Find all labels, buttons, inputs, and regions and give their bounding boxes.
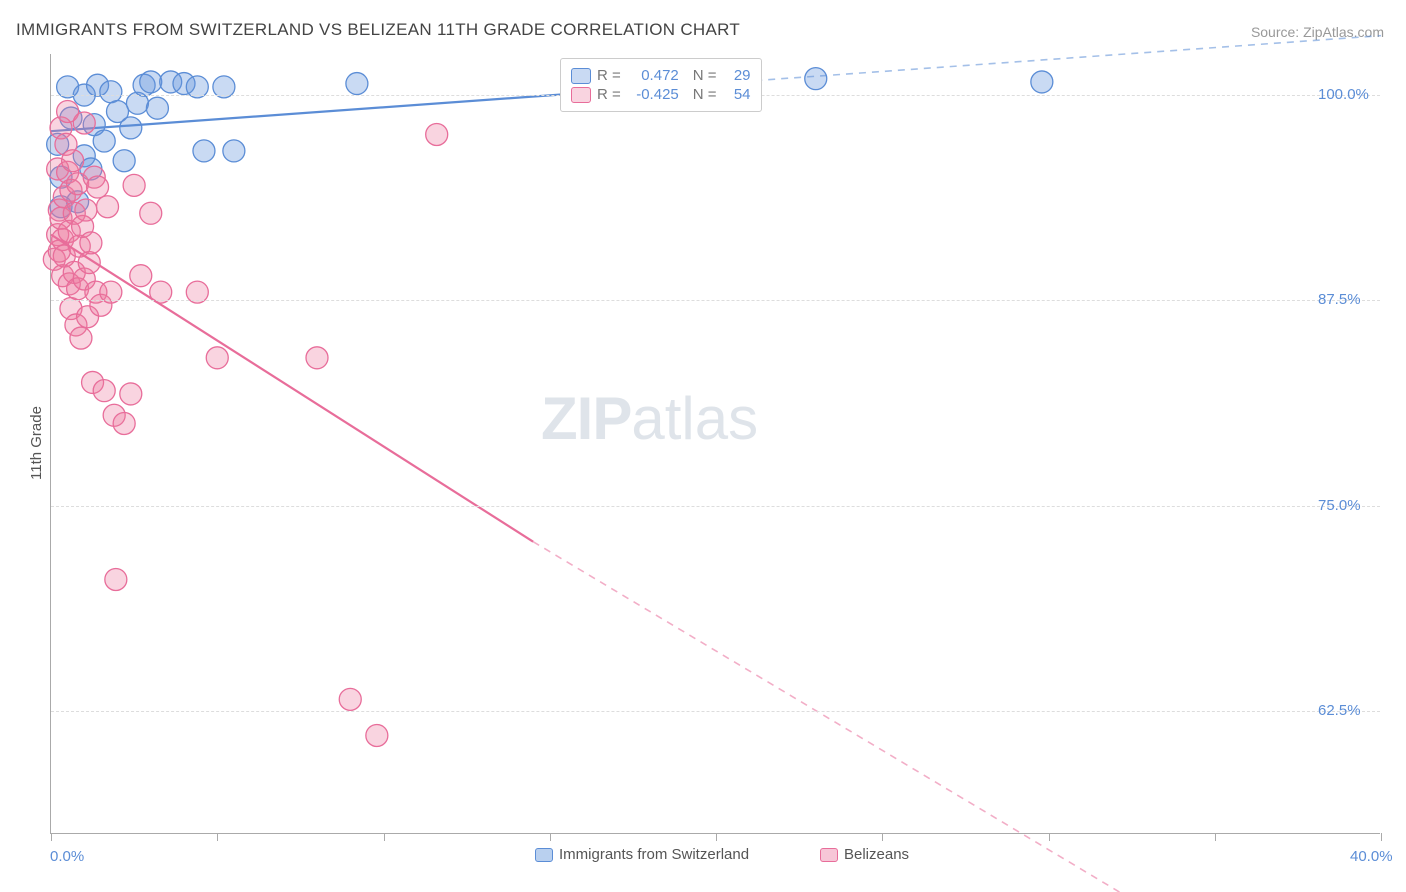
scatter-point xyxy=(80,232,102,254)
trend-line-dashed xyxy=(533,542,1215,892)
legend-n-label: N = xyxy=(693,86,717,103)
scatter-point xyxy=(70,327,92,349)
scatter-point xyxy=(105,568,127,590)
y-tick-label: 100.0% xyxy=(1318,86,1369,103)
chart-title: IMMIGRANTS FROM SWITZERLAND VS BELIZEAN … xyxy=(16,20,740,40)
scatter-point xyxy=(346,73,368,95)
scatter-point xyxy=(120,117,142,139)
legend-item-series1: Immigrants from Switzerland xyxy=(535,846,749,863)
scatter-point xyxy=(146,97,168,119)
legend-n-label: N = xyxy=(693,67,717,84)
y-axis-label: 11th Grade xyxy=(28,406,45,480)
legend-stats-row: R = 0.472 N = 29 xyxy=(571,67,751,84)
legend-swatch xyxy=(820,848,838,862)
legend-label: Belizeans xyxy=(844,846,909,863)
legend-n-value: 29 xyxy=(723,67,751,84)
gridline-h xyxy=(51,506,1380,507)
legend-r-value: 0.472 xyxy=(627,67,679,84)
scatter-point xyxy=(805,68,827,90)
x-tick xyxy=(384,833,385,841)
scatter-point xyxy=(426,123,448,145)
chart-container: IMMIGRANTS FROM SWITZERLAND VS BELIZEAN … xyxy=(0,0,1406,892)
scatter-point xyxy=(75,199,97,221)
legend-swatch xyxy=(535,848,553,862)
legend-stats-row: R = -0.425 N = 54 xyxy=(571,86,751,103)
legend-swatch xyxy=(571,87,591,103)
legend-swatch xyxy=(571,68,591,84)
scatter-point xyxy=(97,196,119,218)
legend-r-label: R = xyxy=(597,86,621,103)
gridline-h xyxy=(51,711,1380,712)
y-tick-label: 87.5% xyxy=(1318,291,1361,308)
x-tick xyxy=(1215,833,1216,841)
scatter-point xyxy=(87,176,109,198)
legend-r-label: R = xyxy=(597,67,621,84)
scatter-point xyxy=(120,383,142,405)
x-tick xyxy=(550,833,551,841)
x-tick-label: 0.0% xyxy=(50,848,84,865)
x-tick xyxy=(1381,833,1382,841)
legend-stats-box: R = 0.472 N = 29 R = -0.425 N = 54 xyxy=(560,58,762,112)
scatter-point xyxy=(62,150,84,172)
scatter-point xyxy=(140,202,162,224)
x-tick xyxy=(1049,833,1050,841)
x-tick xyxy=(217,833,218,841)
scatter-point xyxy=(339,688,361,710)
scatter-point xyxy=(366,724,388,746)
source-label: Source: ZipAtlas.com xyxy=(1251,24,1384,40)
scatter-point xyxy=(206,347,228,369)
x-tick xyxy=(882,833,883,841)
legend-n-value: 54 xyxy=(723,86,751,103)
scatter-point xyxy=(223,140,245,162)
scatter-point xyxy=(130,265,152,287)
scatter-point xyxy=(93,380,115,402)
scatter-point xyxy=(93,130,115,152)
scatter-point xyxy=(1031,71,1053,93)
gridline-h xyxy=(51,300,1380,301)
y-tick-label: 62.5% xyxy=(1318,702,1361,719)
scatter-point xyxy=(123,174,145,196)
x-tick xyxy=(716,833,717,841)
legend-item-series2: Belizeans xyxy=(820,846,909,863)
scatter-point xyxy=(113,412,135,434)
scatter-point xyxy=(306,347,328,369)
plot-svg xyxy=(51,54,1380,833)
x-tick xyxy=(51,833,52,841)
x-tick-label: 40.0% xyxy=(1350,848,1393,865)
plot-area: ZIPatlas xyxy=(50,54,1380,834)
legend-r-value: -0.425 xyxy=(627,86,679,103)
y-tick-label: 75.0% xyxy=(1318,497,1361,514)
scatter-point xyxy=(193,140,215,162)
legend-label: Immigrants from Switzerland xyxy=(559,846,749,863)
scatter-point xyxy=(140,71,162,93)
scatter-point xyxy=(113,150,135,172)
scatter-point xyxy=(100,81,122,103)
scatter-point xyxy=(73,112,95,134)
